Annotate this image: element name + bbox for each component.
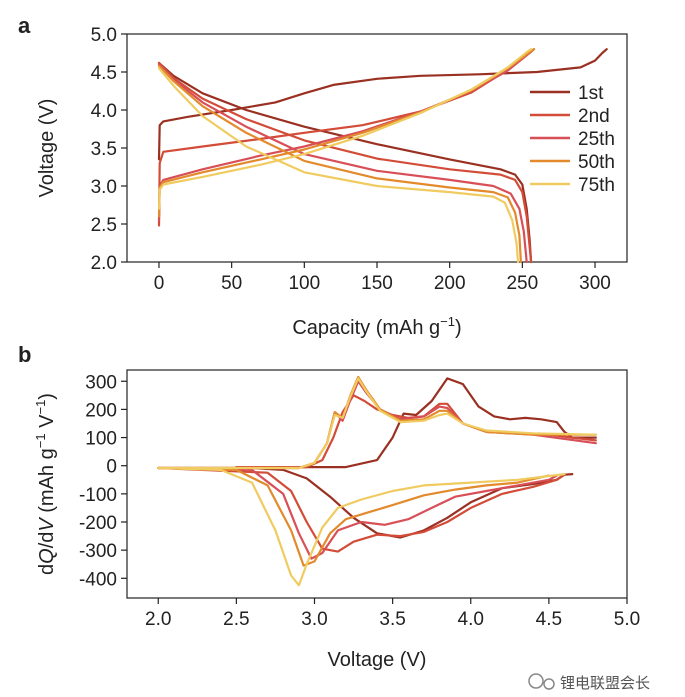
panel-b-label: b — [18, 342, 31, 367]
panel-a-series-2nd-discharge-line — [157, 61, 533, 264]
panel-a-lines — [157, 48, 608, 264]
panel-b-series-2nd-charge-line — [235, 394, 597, 469]
watermark: 锂电联盟会长 — [528, 673, 650, 692]
panel-b-y-tick-label: -400 — [79, 569, 117, 590]
panel-b-series-50th-discharge-line — [157, 466, 551, 567]
panel-a-x-tick-label: 150 — [361, 273, 393, 294]
panel-b-x-axis-title: Voltage (V) — [328, 649, 427, 671]
panel-a-plot-frame — [126, 33, 628, 263]
panel-a-series-75th-charge-line — [157, 48, 533, 210]
panel-a-y-tick-label: 3.5 — [91, 139, 117, 160]
panel-b-y-tick-label: -100 — [79, 485, 117, 506]
panel-a-y-tick-label: 3.0 — [91, 177, 117, 198]
panel-b-series-2nd-discharge-line — [157, 466, 566, 553]
legend-label-50th: 50th — [578, 152, 615, 173]
panel-a-x-axis-title: Capacity (mAh g−1) — [292, 314, 461, 339]
legend-label-1st: 1st — [578, 83, 604, 104]
watermark-text: 锂电联盟会长 — [560, 675, 650, 692]
panel-a-y-axis-title: Voltage (V) — [36, 99, 58, 198]
panel-a-series-75th-discharge-line — [157, 67, 520, 264]
legend-label-2nd: 2nd — [578, 106, 610, 127]
panel-a-series-50th-discharge-line — [157, 64, 523, 264]
panel-b-y-tick-label: 200 — [85, 400, 117, 421]
legend-label-25th: 25th — [578, 129, 615, 150]
panel-a-series-25th-discharge-line — [157, 63, 528, 264]
panel-b-y-axis-title: dQ/dV (mAh g−1 V−1) — [33, 393, 58, 575]
panel-b-series-50th-charge-line — [157, 375, 597, 470]
panel-b-y-tick-label: -300 — [79, 541, 117, 562]
panel-a-x-tick-label: 100 — [288, 273, 320, 294]
panel-a-x-tick-label: 0 — [154, 273, 165, 294]
panel-a-series-1st-discharge-line — [157, 61, 533, 264]
panel-a-x-tick-label: 50 — [221, 273, 242, 294]
panel-b-x-tick-label: 3.5 — [379, 609, 405, 630]
panel-b-ticks: 2.0 2.5 3.0 3.5 4.0 4.5 5.0 300 200 100 0 -100 -200 -… — [79, 372, 640, 630]
panel-b-series-25th-charge-line — [157, 380, 597, 470]
panel-b-x-tick-label: 2.0 — [145, 609, 171, 630]
x-axis-title-superscript: −1 — [440, 314, 455, 329]
panel-b-lines — [157, 375, 597, 587]
panel-a-x-tick-label: 250 — [506, 273, 538, 294]
panel-a-y-tick-label: 4.5 — [91, 63, 117, 84]
panel-b-series-75th-charge-line — [157, 377, 597, 470]
panel-a-x-tick-label: 300 — [579, 273, 611, 294]
panel-b-series-25th-discharge-line — [157, 466, 558, 560]
panel-b-series-75th-discharge-line — [157, 466, 566, 587]
panel-b-y-tick-label: -200 — [79, 513, 117, 534]
panel-b-x-tick-label: 3.0 — [301, 609, 327, 630]
watermark-icon-inner — [543, 678, 555, 690]
panel-a-label: a — [18, 13, 31, 38]
panel-b-plot-frame — [126, 369, 628, 599]
panel-b-x-tick-label: 2.5 — [223, 609, 249, 630]
panel-b-y-tick-label: 0 — [106, 457, 117, 478]
legend-label-75th: 75th — [578, 175, 615, 196]
panel-a-x-tick-label: 200 — [434, 273, 466, 294]
panel-b-x-tick-label: 4.5 — [536, 609, 562, 630]
panel-a-y-tick-label: 2.5 — [91, 215, 117, 236]
panel-a-series-1st-charge-line — [157, 48, 608, 161]
panel-b-y-tick-label: 100 — [85, 429, 117, 450]
panel-b-series-1st-discharge-line — [157, 466, 574, 539]
panel-a-y-tick-label: 4.0 — [91, 101, 117, 122]
panel-a-y-tick-label: 5.0 — [91, 25, 117, 46]
watermark-icon — [528, 673, 544, 689]
panel-a-ticks: 0 50 100 150 200 250 300 2.0 2.5 3.0 3.5 4.0 4.5 5.0 — [91, 25, 611, 294]
panel-b-y-tick-label: 300 — [85, 372, 117, 393]
panel-b-x-tick-label: 4.0 — [458, 609, 484, 630]
panel-a-y-tick-label: 2.0 — [91, 253, 117, 274]
panel-b-series-1st-charge-line — [235, 377, 597, 469]
panel-a-series-25th-charge-line — [157, 50, 531, 222]
panel-b-x-tick-label: 5.0 — [614, 609, 640, 630]
